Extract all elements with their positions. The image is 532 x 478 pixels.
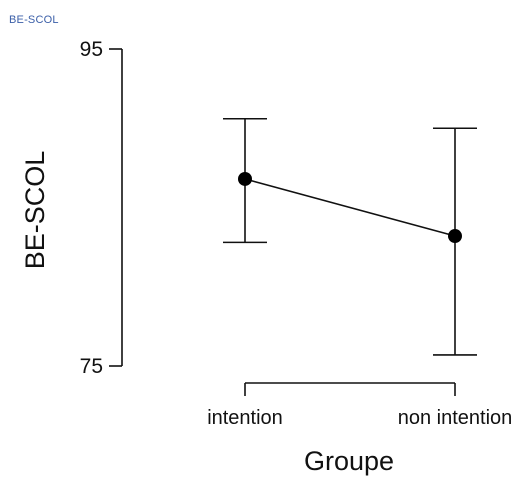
data-point (448, 229, 462, 244)
x-tick-label: non intention (398, 407, 513, 429)
x-tick-label: intention (207, 407, 283, 429)
chart-header-label: BE-SCOL (9, 14, 59, 26)
y-tick-label: 75 (80, 355, 103, 378)
x-axis-title: Groupe (304, 446, 394, 476)
axes-group: 75 95 intention non intention (80, 38, 513, 429)
marks-group (223, 117, 477, 356)
y-tick-label: 95 (80, 38, 103, 61)
data-point (238, 171, 252, 186)
series-line (244, 178, 456, 237)
y-axis-title: BE-SCOL (20, 151, 50, 270)
